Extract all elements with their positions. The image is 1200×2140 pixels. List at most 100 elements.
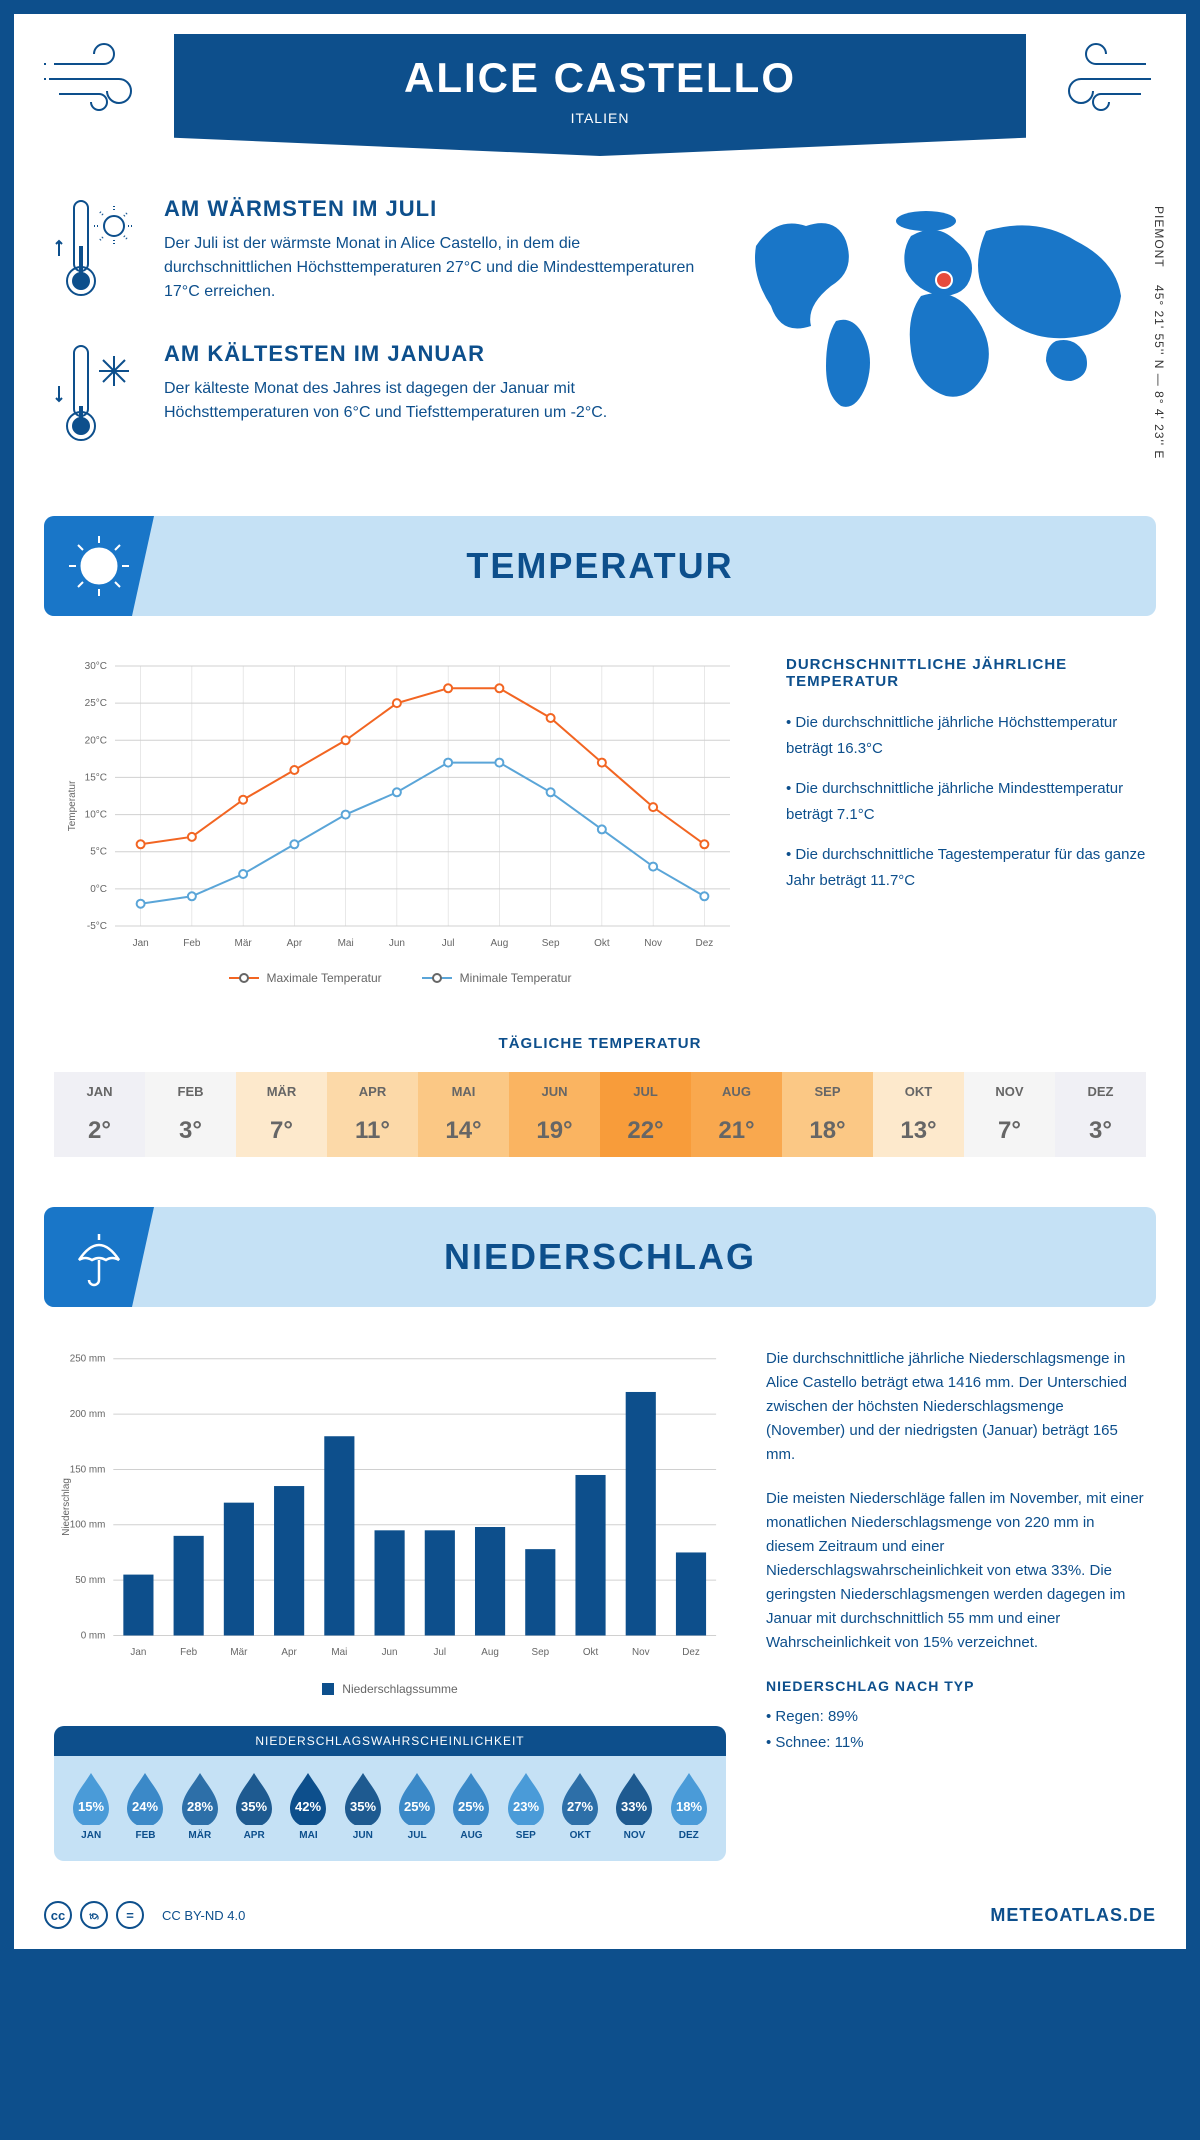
precip-summary-text: Die durchschnittliche jährliche Niedersc… (766, 1347, 1146, 1861)
probability-drop: 23%SEP (499, 1771, 553, 1841)
svg-text:100 mm: 100 mm (70, 1520, 106, 1531)
svg-text:250 mm: 250 mm (70, 1354, 106, 1365)
svg-text:25%: 25% (458, 1799, 484, 1814)
svg-text:Temperatur: Temperatur (67, 780, 78, 831)
precip-probability-box: NIEDERSCHLAGSWAHRSCHEINLICHKEIT 15%JAN24… (54, 1726, 726, 1861)
precip-legend: Niederschlagssumme (54, 1682, 726, 1696)
daily-temp-heading: TÄGLICHE TEMPERATUR (14, 1035, 1186, 1052)
thermometer-hot-icon (54, 196, 144, 306)
temperature-section: -5°C0°C5°C10°C15°C20°C25°C30°CJanFebMärA… (14, 616, 1186, 1005)
svg-text:Sep: Sep (532, 1647, 550, 1658)
temp-cell: NOV7° (964, 1072, 1055, 1157)
probability-drop: 35%JUN (336, 1771, 390, 1841)
svg-text:Mai: Mai (338, 938, 354, 949)
temp-cell: AUG21° (691, 1072, 782, 1157)
svg-text:Apr: Apr (287, 938, 303, 949)
temp-cell: OKT13° (873, 1072, 964, 1157)
temperature-line-chart: -5°C0°C5°C10°C15°C20°C25°C30°CJanFebMärA… (54, 656, 746, 956)
svg-text:Dez: Dez (682, 1647, 700, 1658)
sun-icon (64, 531, 134, 601)
svg-text:15%: 15% (78, 1799, 104, 1814)
svg-text:20°C: 20°C (85, 735, 107, 746)
temp-cell: JAN2° (54, 1072, 145, 1157)
svg-text:25%: 25% (404, 1799, 430, 1814)
probability-drop: 33%NOV (607, 1771, 661, 1841)
svg-text:Sep: Sep (542, 938, 560, 949)
svg-text:Okt: Okt (583, 1647, 599, 1658)
svg-text:Apr: Apr (281, 1647, 297, 1658)
thermometer-cold-icon (54, 341, 144, 451)
svg-text:33%: 33% (621, 1799, 647, 1814)
probability-drop: 15%JAN (64, 1771, 118, 1841)
svg-text:24%: 24% (132, 1799, 158, 1814)
footer: cc 🙒 = CC BY-ND 4.0 METEOATLAS.DE (14, 1881, 1186, 1949)
coldest-text: Der kälteste Monat des Jahres ist dagege… (164, 377, 696, 425)
probability-drop: 27%OKT (553, 1771, 607, 1841)
temp-cell: MÄR7° (236, 1072, 327, 1157)
info-section: AM WÄRMSTEN IM JULI Der Juli ist der wär… (14, 156, 1186, 516)
warmest-text: Der Juli ist der wärmste Monat in Alice … (164, 232, 696, 304)
svg-text:27%: 27% (567, 1799, 593, 1814)
site-name: METEOATLAS.DE (990, 1905, 1156, 1926)
temp-cell: JUN19° (509, 1072, 600, 1157)
license-badges: cc 🙒 = CC BY-ND 4.0 (44, 1901, 245, 1929)
warmest-block: AM WÄRMSTEN IM JULI Der Juli ist der wär… (54, 196, 696, 311)
temp-cell: DEZ3° (1055, 1072, 1146, 1157)
probability-drop: 25%JUL (390, 1771, 444, 1841)
precipitation-bar-chart: 0 mm50 mm100 mm150 mm200 mm250 mmNieders… (54, 1347, 726, 1667)
probability-drop: 18%DEZ (662, 1771, 716, 1841)
svg-text:Mai: Mai (331, 1647, 347, 1658)
temp-legend: Maximale Temperatur Minimale Temperatur (54, 971, 746, 985)
umbrella-icon (64, 1222, 134, 1292)
svg-text:0 mm: 0 mm (81, 1630, 106, 1641)
svg-text:18%: 18% (676, 1799, 702, 1814)
page-subtitle: ITALIEN (174, 110, 1026, 126)
probability-drop: 42%MAI (281, 1771, 335, 1841)
svg-text:35%: 35% (241, 1799, 267, 1814)
svg-text:28%: 28% (187, 1799, 213, 1814)
svg-text:Aug: Aug (481, 1647, 499, 1658)
header-banner: ALICE CASTELLO ITALIEN (174, 34, 1026, 156)
probability-drop: 24%FEB (118, 1771, 172, 1841)
svg-text:50 mm: 50 mm (75, 1575, 105, 1586)
svg-text:Jan: Jan (130, 1647, 146, 1658)
svg-text:5°C: 5°C (90, 847, 107, 858)
precipitation-banner: NIEDERSCHLAG (44, 1207, 1156, 1307)
svg-text:23%: 23% (513, 1799, 539, 1814)
probability-drop: 35%APR (227, 1771, 281, 1841)
coordinates-label: PIEMONT 45° 21' 55'' N — 8° 4' 23'' E (1152, 206, 1166, 459)
probability-drop: 25%AUG (444, 1771, 498, 1841)
header-wrap: ALICE CASTELLO ITALIEN (14, 14, 1186, 156)
temp-cell: MAI14° (418, 1072, 509, 1157)
temp-cell: JUL22° (600, 1072, 691, 1157)
svg-text:Nov: Nov (632, 1647, 650, 1658)
precipitation-section: 0 mm 50 mm 100 mm 150 mm 200 mm 250 mm Nieders… (14, 1307, 1186, 1881)
temp-cell: FEB3° (145, 1072, 236, 1157)
svg-text:Mär: Mär (235, 938, 253, 949)
svg-text:42%: 42% (295, 1799, 321, 1814)
by-icon: 🙒 (80, 1901, 108, 1929)
svg-text:Dez: Dez (695, 938, 713, 949)
svg-text:30°C: 30°C (85, 661, 107, 672)
nd-icon: = (116, 1901, 144, 1929)
probability-drop: 28%MÄR (173, 1771, 227, 1841)
svg-text:Nov: Nov (644, 938, 662, 949)
svg-text:Jan: Jan (133, 938, 149, 949)
daily-temp-table: JAN2°FEB3°MÄR7°APR11°MAI14°JUN19°JUL22°A… (54, 1072, 1146, 1157)
wind-icon-left (44, 39, 164, 119)
svg-text:Aug: Aug (490, 938, 508, 949)
svg-text:200 mm: 200 mm (70, 1409, 106, 1420)
svg-text:Mär: Mär (230, 1647, 248, 1658)
temperature-banner: TEMPERATUR (44, 516, 1156, 616)
warmest-heading: AM WÄRMSTEN IM JULI (164, 196, 696, 222)
temp-cell: APR11° (327, 1072, 418, 1157)
svg-text:Feb: Feb (180, 1647, 198, 1658)
world-map-box: PIEMONT 45° 21' 55'' N — 8° 4' 23'' E (726, 196, 1146, 486)
svg-text:Jul: Jul (434, 1647, 447, 1658)
svg-text:0°C: 0°C (90, 884, 107, 895)
svg-text:10°C: 10°C (85, 810, 107, 821)
svg-text:-5°C: -5°C (87, 921, 107, 932)
coldest-heading: AM KÄLTESTEN IM JANUAR (164, 341, 696, 367)
svg-text:150 mm: 150 mm (70, 1464, 106, 1475)
svg-text:Okt: Okt (594, 938, 610, 949)
